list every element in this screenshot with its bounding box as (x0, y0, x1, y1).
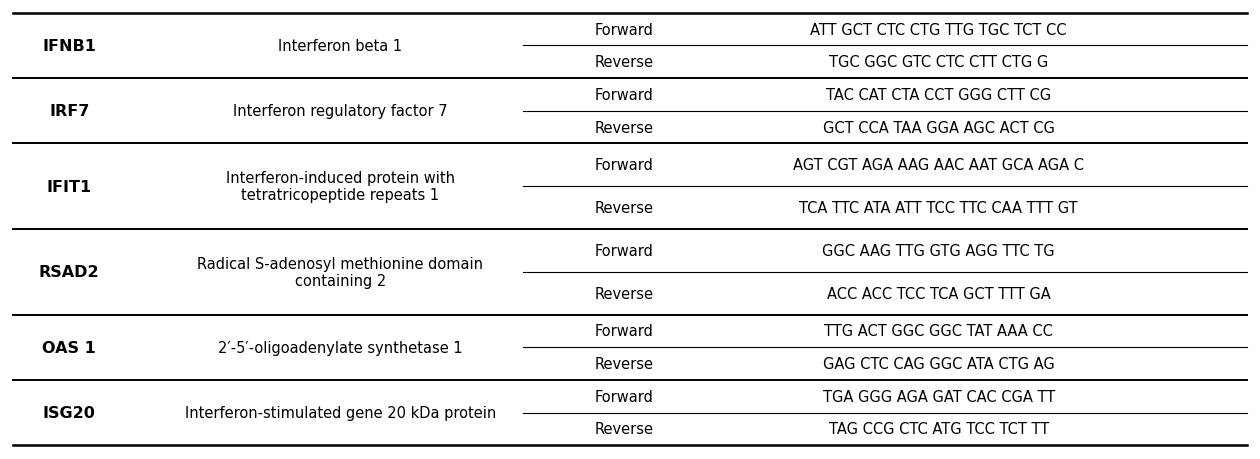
Text: ISG20: ISG20 (43, 405, 96, 420)
Text: 2′-5′-oligoadenylate synthetase 1: 2′-5′-oligoadenylate synthetase 1 (218, 340, 462, 355)
Text: TGA GGG AGA GAT CAC CGA TT: TGA GGG AGA GAT CAC CGA TT (823, 389, 1055, 404)
Text: Reverse: Reverse (595, 120, 653, 135)
Text: Forward: Forward (595, 158, 653, 173)
Text: RSAD2: RSAD2 (39, 265, 100, 280)
Text: Reverse: Reverse (595, 356, 653, 371)
Text: GCT CCA TAA GGA AGC ACT CG: GCT CCA TAA GGA AGC ACT CG (823, 120, 1055, 135)
Text: GGC AAG TTG GTG AGG TTC TG: GGC AAG TTG GTG AGG TTC TG (823, 243, 1055, 258)
Text: Forward: Forward (595, 389, 653, 404)
Text: Forward: Forward (595, 88, 653, 103)
Text: IFNB1: IFNB1 (43, 39, 96, 54)
Text: Forward: Forward (595, 22, 653, 38)
Text: TAC CAT CTA CCT GGG CTT CG: TAC CAT CTA CCT GGG CTT CG (827, 88, 1051, 103)
Text: TCA TTC ATA ATT TCC TTC CAA TTT GT: TCA TTC ATA ATT TCC TTC CAA TTT GT (799, 201, 1079, 216)
Text: OAS 1: OAS 1 (43, 340, 96, 355)
Text: IFIT1: IFIT1 (47, 179, 92, 194)
Text: GAG CTC CAG GGC ATA CTG AG: GAG CTC CAG GGC ATA CTG AG (823, 356, 1055, 371)
Text: ACC ACC TCC TCA GCT TTT GA: ACC ACC TCC TCA GCT TTT GA (827, 286, 1051, 301)
Text: Reverse: Reverse (595, 55, 653, 70)
Text: TAG CCG CTC ATG TCC TCT TT: TAG CCG CTC ATG TCC TCT TT (829, 421, 1048, 437)
Text: Forward: Forward (595, 243, 653, 258)
Text: IRF7: IRF7 (49, 104, 89, 119)
Text: TGC GGC GTC CTC CTT CTG G: TGC GGC GTC CTC CTT CTG G (829, 55, 1048, 70)
Text: Reverse: Reverse (595, 286, 653, 301)
Text: Reverse: Reverse (595, 201, 653, 216)
Text: Forward: Forward (595, 324, 653, 339)
Text: ATT GCT CTC CTG TTG TGC TCT CC: ATT GCT CTC CTG TTG TGC TCT CC (810, 22, 1067, 38)
Text: Interferon beta 1: Interferon beta 1 (278, 39, 402, 54)
Text: Reverse: Reverse (595, 421, 653, 437)
Text: Interferon-induced protein with
tetratricopeptide repeats 1: Interferon-induced protein with tetratri… (226, 171, 455, 203)
Text: AGT CGT AGA AAG AAC AAT GCA AGA C: AGT CGT AGA AAG AAC AAT GCA AGA C (794, 158, 1084, 173)
Text: Interferon regulatory factor 7: Interferon regulatory factor 7 (233, 104, 447, 119)
Text: Radical S-adenosyl methionine domain
containing 2: Radical S-adenosyl methionine domain con… (198, 256, 483, 288)
Text: Interferon-stimulated gene 20 kDa protein: Interferon-stimulated gene 20 kDa protei… (184, 405, 496, 420)
Text: TTG ACT GGC GGC TAT AAA CC: TTG ACT GGC GGC TAT AAA CC (824, 324, 1053, 339)
